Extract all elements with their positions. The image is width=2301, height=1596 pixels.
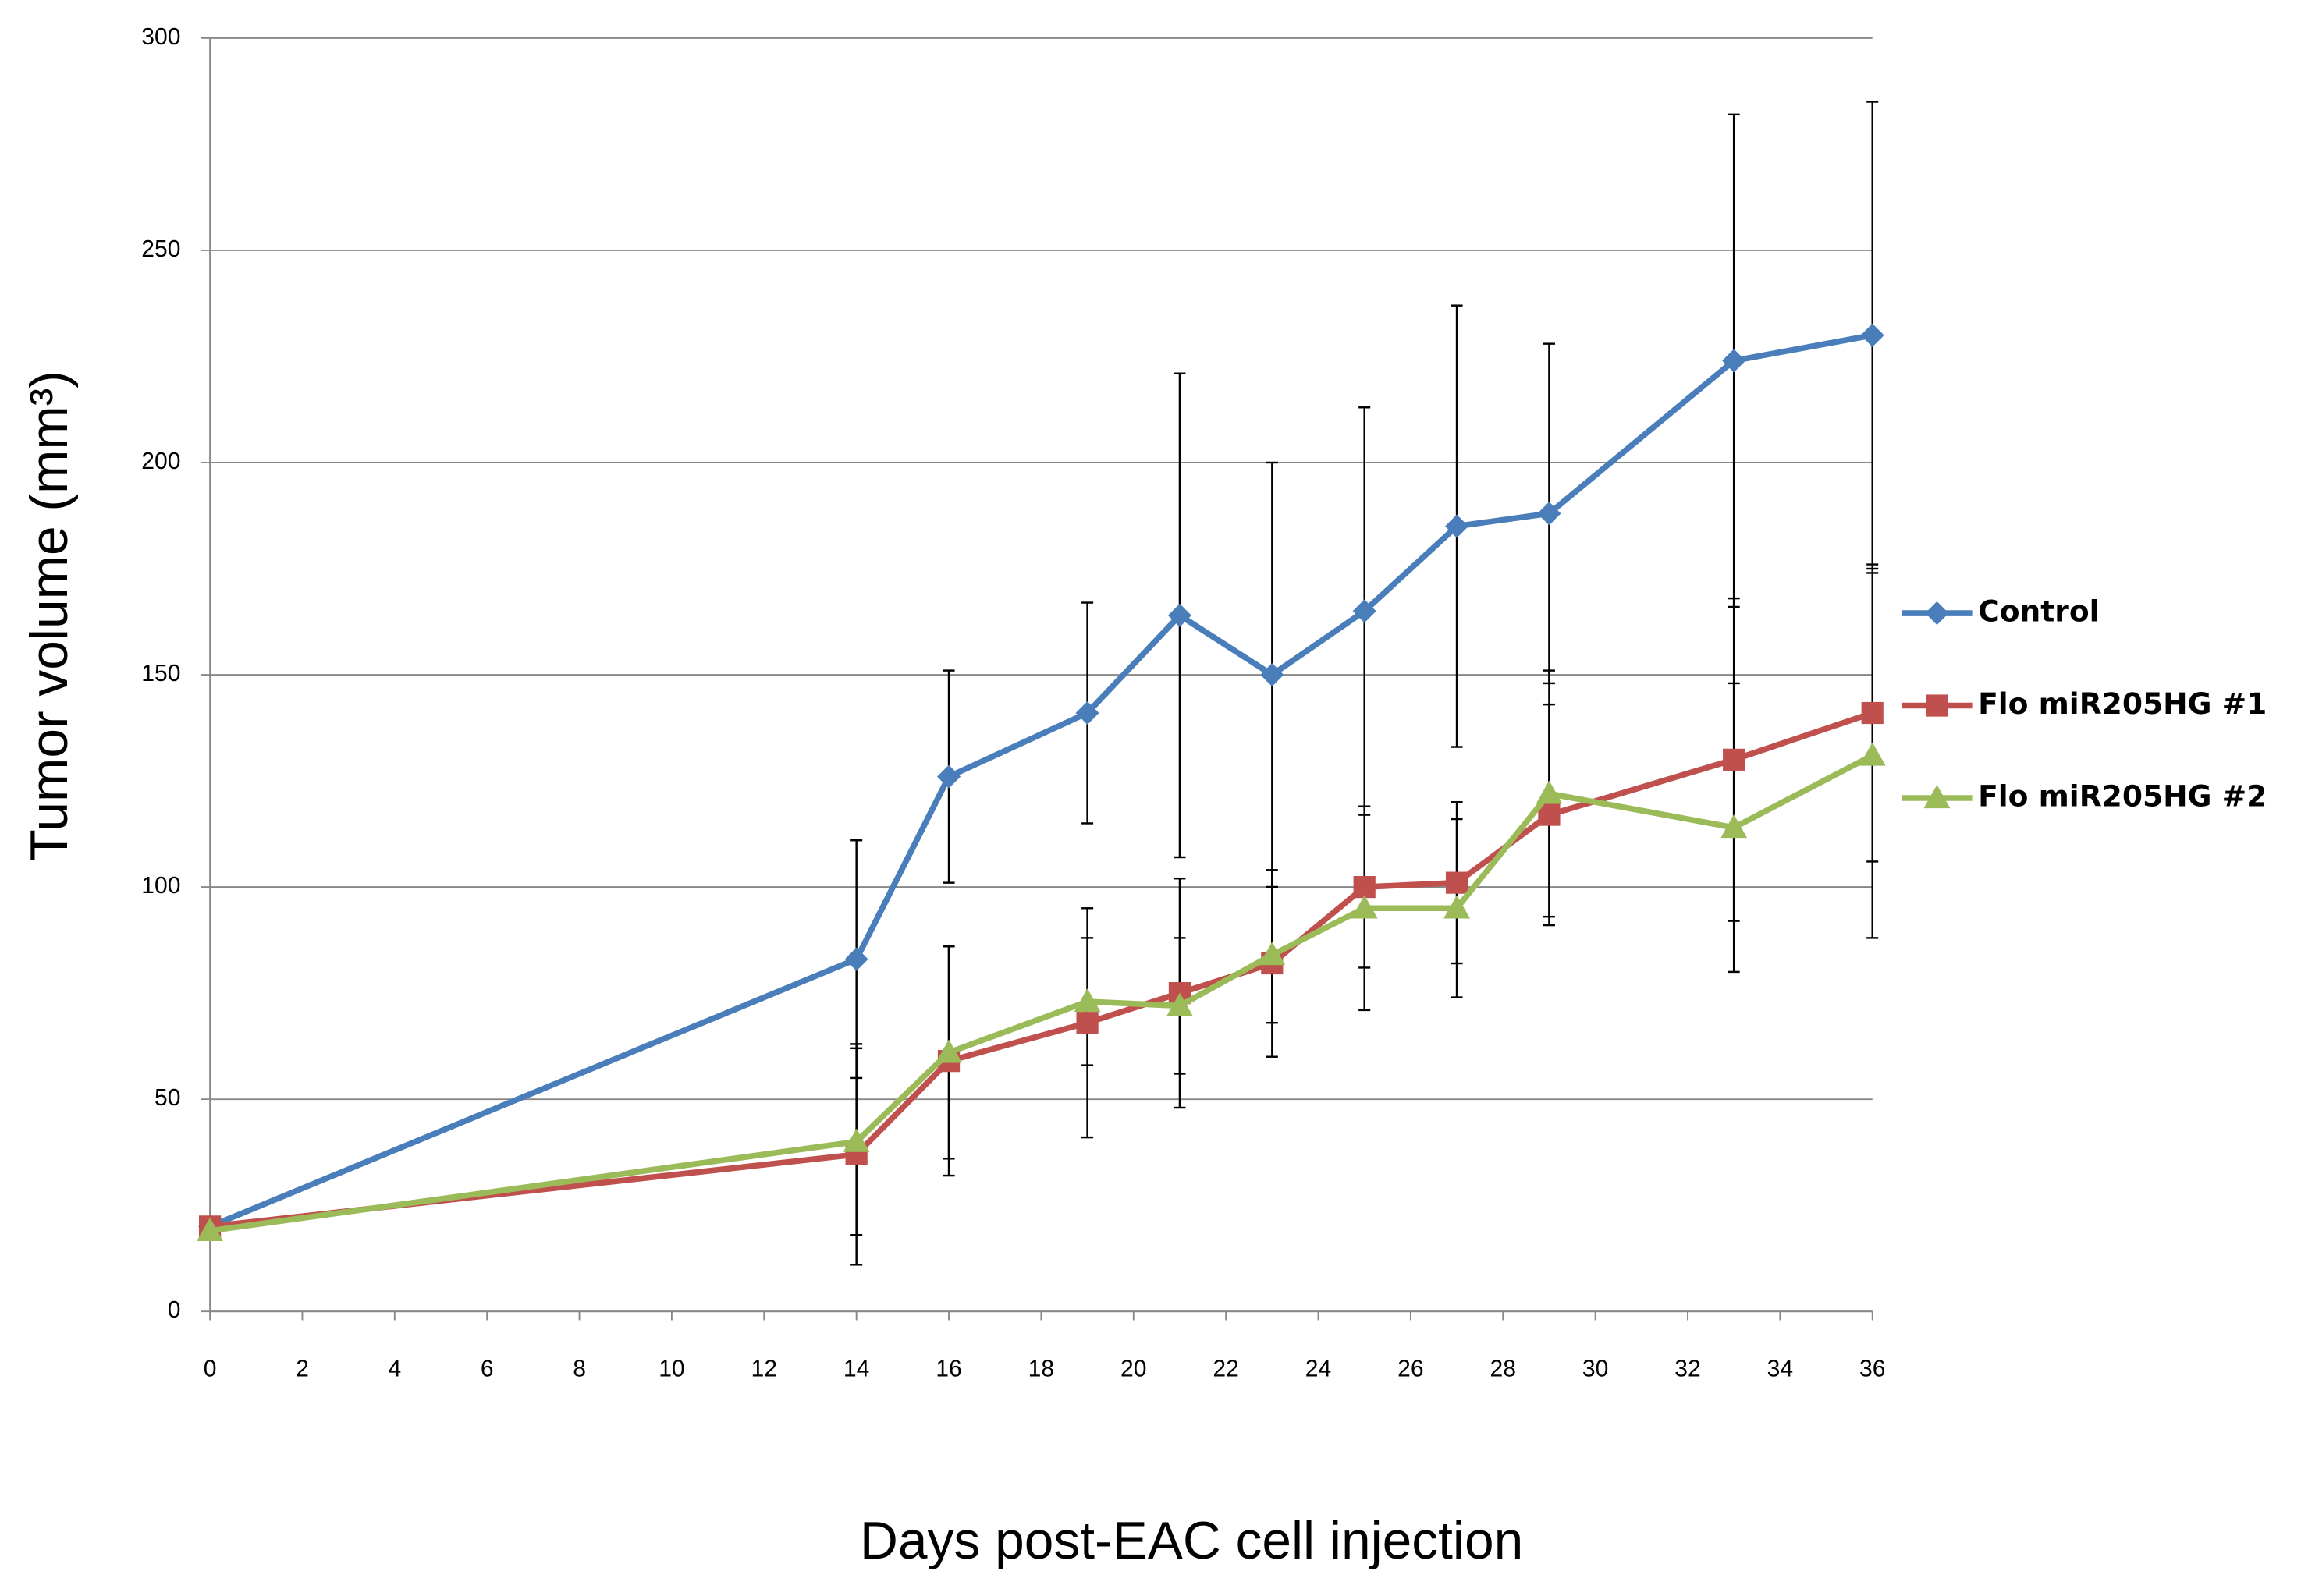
x-tick-label: 4 xyxy=(388,1356,401,1381)
legend-marker xyxy=(1923,785,1951,809)
y-tick-label: 100 xyxy=(141,873,180,899)
x-tick-label: 24 xyxy=(1305,1356,1331,1381)
x-tick-label: 18 xyxy=(1028,1356,1054,1381)
data-point xyxy=(1537,502,1561,526)
x-tick-label: 14 xyxy=(843,1356,869,1381)
x-tick-label: 34 xyxy=(1767,1356,1793,1381)
data-point xyxy=(1723,748,1745,771)
data-point xyxy=(1351,895,1378,919)
data-point xyxy=(197,1217,224,1241)
data-point xyxy=(1859,742,1886,766)
data-point xyxy=(1166,992,1193,1016)
x-tick-label: 28 xyxy=(1490,1356,1516,1381)
data-point xyxy=(1076,1012,1099,1034)
data-point xyxy=(1720,814,1748,839)
data-point xyxy=(1074,988,1101,1013)
y-tick-label: 0 xyxy=(168,1297,181,1323)
y-tick-label: 150 xyxy=(141,661,180,686)
x-tick-label: 32 xyxy=(1674,1356,1700,1381)
data-point xyxy=(1861,701,1884,725)
legend-marker xyxy=(1925,601,1949,626)
data-point xyxy=(1259,942,1286,966)
x-tick-label: 12 xyxy=(751,1356,777,1381)
data-point xyxy=(843,1128,870,1152)
data-point xyxy=(936,764,961,789)
data-point xyxy=(936,1039,962,1063)
x-tick-label: 36 xyxy=(1859,1356,1885,1381)
x-tick-label: 16 xyxy=(936,1356,961,1381)
y-tick-label: 50 xyxy=(154,1085,180,1111)
data-point xyxy=(1536,780,1563,804)
data-point xyxy=(1443,895,1470,919)
data-point xyxy=(844,947,868,971)
series-line xyxy=(209,710,1873,1230)
data-point xyxy=(1352,599,1376,623)
series-line xyxy=(209,753,1874,1234)
x-tick-label: 6 xyxy=(481,1356,494,1381)
data-point xyxy=(1445,514,1469,538)
legend-label: Flo miR205HG #2 xyxy=(1978,778,2267,813)
y-tick-label: 300 xyxy=(141,24,180,50)
x-tick-label: 30 xyxy=(1582,1356,1608,1381)
x-tick-label: 0 xyxy=(204,1356,217,1381)
series-line xyxy=(208,332,1873,1229)
x-tick-label: 10 xyxy=(659,1356,684,1381)
data-point xyxy=(1167,603,1191,627)
x-tick-label: 22 xyxy=(1213,1356,1238,1381)
data-point xyxy=(1538,803,1561,826)
data-point xyxy=(1860,323,1884,347)
data-point xyxy=(1353,875,1376,899)
y-axis-label: Tumor volume (mm³) xyxy=(20,371,79,861)
x-tick-label: 20 xyxy=(1120,1356,1146,1381)
legend-label: Flo miR205HG #1 xyxy=(1978,686,2267,721)
x-tick-label: 8 xyxy=(573,1356,586,1381)
x-axis-label: Days post-EAC cell injection xyxy=(860,1512,1523,1570)
legend-label: Control xyxy=(1978,594,2099,629)
x-tick-label: 26 xyxy=(1397,1356,1423,1381)
data-point xyxy=(1260,662,1284,687)
x-tick-label: 2 xyxy=(296,1356,309,1381)
y-tick-label: 250 xyxy=(141,236,180,262)
data-point xyxy=(1445,871,1468,894)
legend-marker xyxy=(1926,694,1948,717)
y-tick-label: 200 xyxy=(141,449,180,474)
